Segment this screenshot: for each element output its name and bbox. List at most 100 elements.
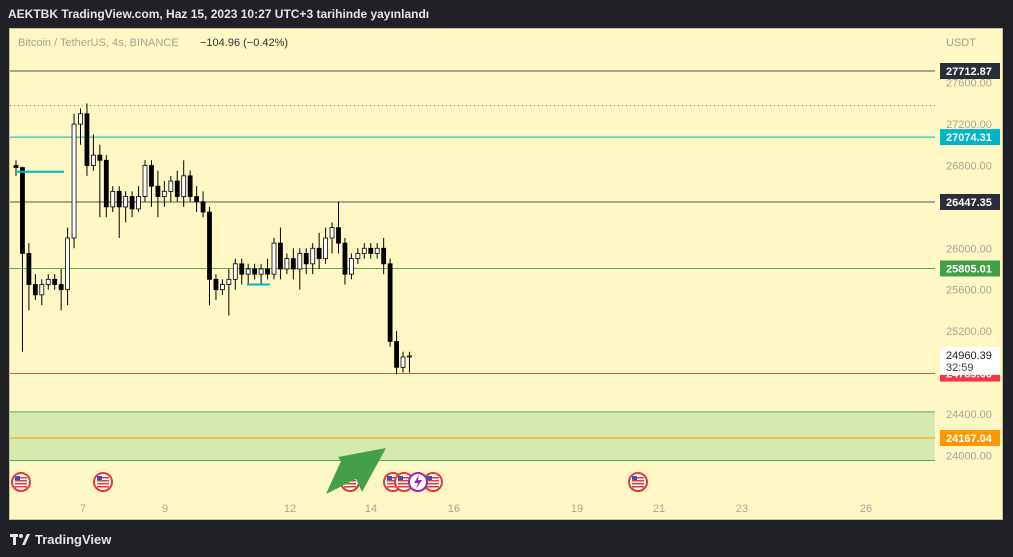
candle-body[interactable] — [155, 185, 161, 197]
flag-canton — [632, 476, 637, 480]
candle-body[interactable] — [168, 180, 174, 192]
demand-zone — [10, 411, 935, 461]
price-tag-label: 27712.87 — [946, 66, 992, 78]
us-flag-icon[interactable] — [628, 472, 648, 492]
candle-body[interactable] — [252, 268, 258, 275]
current-price-tag-bg — [940, 346, 1000, 375]
candle-body[interactable] — [271, 242, 277, 275]
candle-body[interactable] — [207, 211, 212, 280]
candle-body[interactable] — [394, 341, 399, 368]
candle-body[interactable] — [161, 190, 167, 197]
candle-body[interactable] — [290, 258, 296, 270]
price-tag-bg — [940, 63, 1000, 79]
candle-body[interactable] — [348, 258, 354, 275]
candle-body[interactable] — [58, 284, 64, 291]
candle-body[interactable] — [71, 123, 77, 239]
chart-panel[interactable]: 27600.00 27200.00 26800.00 26000.00 25600.00… — [9, 28, 1003, 520]
candle-body[interactable] — [245, 268, 251, 275]
candle-body[interactable] — [149, 165, 154, 187]
candle-body[interactable] — [20, 167, 25, 254]
current-price-label: 24960.39 — [946, 350, 992, 362]
candle-body[interactable] — [361, 247, 367, 254]
x-tick-label: 21 — [653, 503, 665, 515]
x-tick-label: 9 — [162, 503, 168, 515]
candle-body[interactable] — [381, 247, 387, 265]
candle-body[interactable] — [342, 242, 348, 275]
candle-body[interactable] — [374, 247, 380, 254]
candle-body[interactable] — [387, 263, 393, 342]
candle-body[interactable] — [368, 247, 374, 254]
candle-body[interactable] — [116, 190, 122, 208]
us-flag-icon[interactable] — [93, 472, 113, 492]
candle-body[interactable] — [194, 196, 200, 203]
candle-body[interactable] — [39, 284, 45, 296]
candle-body[interactable] — [174, 180, 180, 197]
flag-canton — [15, 476, 20, 480]
y-tick-label: 24000.00 — [946, 450, 992, 462]
publish-info: AEKTBK TradingView.com, Haz 15, 2023 10:… — [8, 7, 430, 21]
candle-body[interactable] — [316, 247, 322, 260]
us-flag-icon[interactable] — [423, 472, 443, 492]
candle-body[interactable] — [142, 165, 148, 197]
candle-body[interactable] — [200, 201, 206, 213]
candle-body[interactable] — [400, 356, 406, 368]
flag-stripe — [387, 480, 399, 482]
candle-body[interactable] — [26, 253, 32, 285]
flag-stripe — [97, 477, 109, 479]
candle-body[interactable] — [303, 253, 309, 265]
candle-body[interactable] — [284, 258, 290, 270]
candle-body[interactable] — [278, 242, 283, 270]
flag-stripe — [398, 477, 410, 479]
candle-body[interactable] — [97, 154, 103, 161]
flag-stripe — [632, 486, 644, 488]
candle-body[interactable] — [136, 196, 141, 210]
candle-body[interactable] — [78, 113, 83, 125]
candle-body[interactable] — [258, 268, 264, 275]
candle-body[interactable] — [187, 175, 193, 197]
candle-body[interactable] — [297, 253, 303, 270]
flag-stripe — [632, 477, 644, 479]
candle-body[interactable] — [239, 263, 245, 275]
candle-body[interactable] — [129, 196, 135, 210]
candle-body[interactable] — [213, 278, 219, 291]
candle-body[interactable] — [219, 284, 225, 291]
candle-body[interactable] — [181, 175, 187, 197]
candle-body[interactable] — [123, 196, 129, 208]
candle-body[interactable] — [103, 159, 109, 208]
lightning-event-icon[interactable] — [408, 472, 428, 492]
candle-body[interactable] — [45, 278, 51, 285]
candle-body[interactable] — [52, 278, 58, 285]
candle-body[interactable] — [91, 154, 96, 166]
candle-body[interactable] — [65, 237, 70, 291]
flag-canton — [97, 476, 102, 480]
candle-body[interactable] — [84, 113, 90, 166]
us-flag-icon[interactable] — [394, 472, 414, 492]
footer-bar — [0, 528, 1013, 557]
flag-stripe — [387, 486, 399, 488]
candle-body[interactable] — [226, 278, 232, 285]
green-arrow-annotation — [326, 448, 386, 494]
flag-stripe — [97, 480, 109, 482]
flag-stripe — [427, 486, 439, 488]
x-tick-label: 7 — [80, 503, 86, 515]
candle-body[interactable] — [323, 237, 329, 260]
candle-body[interactable] — [310, 247, 316, 265]
y-tick-label: 27600.00 — [946, 78, 992, 90]
flag-stripe — [398, 486, 410, 488]
x-tick-label: 19 — [571, 503, 583, 515]
us-flag-icon[interactable] — [11, 472, 31, 492]
flag-stripe — [632, 480, 644, 482]
candle-body[interactable] — [232, 263, 238, 280]
candle-body[interactable] — [407, 355, 412, 358]
x-tick-label: 23 — [736, 503, 748, 515]
candle-body[interactable] — [329, 227, 335, 239]
candle-body[interactable] — [336, 227, 341, 244]
candle-body[interactable] — [265, 268, 270, 275]
candle-body[interactable] — [13, 165, 19, 168]
tradingview-logo[interactable]: TradingView — [10, 532, 111, 547]
candle-body[interactable] — [355, 253, 361, 260]
candle-body[interactable] — [32, 284, 38, 296]
candle-body[interactable] — [110, 190, 116, 208]
change-text: −104.96 (−0.42%) — [200, 37, 288, 49]
candlestick-chart[interactable]: 27600.00 27200.00 26800.00 26000.00 25600.00… — [10, 29, 1002, 519]
